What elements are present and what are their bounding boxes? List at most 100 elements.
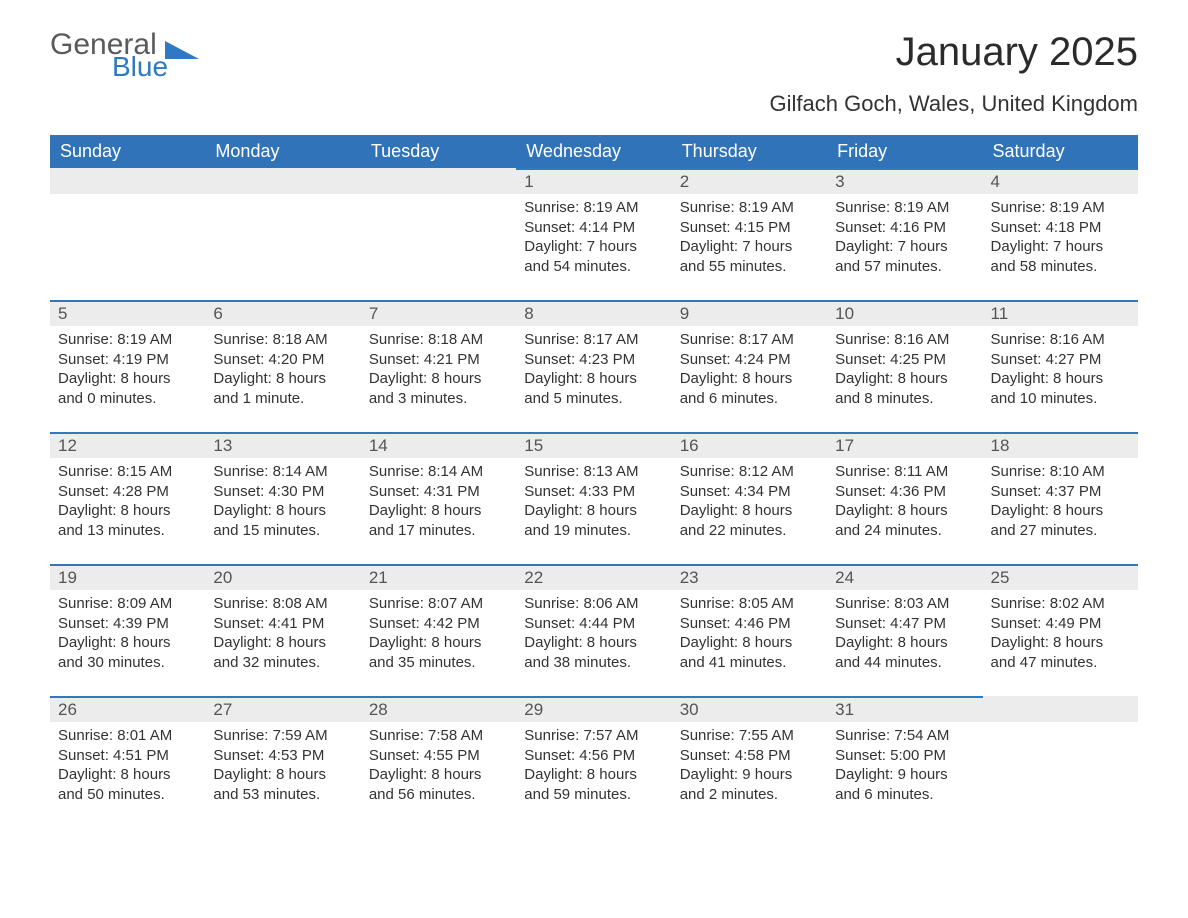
- sunrise-text: Sunrise: 8:01 AM: [58, 726, 197, 746]
- sunrise-text: Sunrise: 8:19 AM: [991, 198, 1130, 218]
- calendar-week-row: 12Sunrise: 8:15 AMSunset: 4:28 PMDayligh…: [50, 432, 1138, 564]
- day-number-bar: 10: [827, 300, 982, 326]
- daylight-line-2: and 59 minutes.: [524, 785, 663, 805]
- day-number-bar: 20: [205, 564, 360, 590]
- calendar-day-cell: 19Sunrise: 8:09 AMSunset: 4:39 PMDayligh…: [50, 564, 205, 696]
- daylight-line-1: Daylight: 8 hours: [680, 633, 819, 653]
- sunrise-text: Sunrise: 8:07 AM: [369, 594, 508, 614]
- daylight-line-1: Daylight: 8 hours: [58, 369, 197, 389]
- logo: General Blue: [50, 30, 199, 81]
- day-number-bar: [983, 696, 1138, 722]
- daylight-line-1: Daylight: 8 hours: [835, 501, 974, 521]
- daylight-line-2: and 22 minutes.: [680, 521, 819, 541]
- daylight-line-1: Daylight: 8 hours: [369, 501, 508, 521]
- calendar-day-cell: 7Sunrise: 8:18 AMSunset: 4:21 PMDaylight…: [361, 300, 516, 432]
- day-details: Sunrise: 8:11 AMSunset: 4:36 PMDaylight:…: [827, 458, 982, 548]
- day-number-bar: 2: [672, 168, 827, 194]
- calendar-table: SundayMondayTuesdayWednesdayThursdayFrid…: [50, 135, 1138, 828]
- day-number-bar: 8: [516, 300, 671, 326]
- sunset-text: Sunset: 4:34 PM: [680, 482, 819, 502]
- day-details: Sunrise: 8:19 AMSunset: 4:15 PMDaylight:…: [672, 194, 827, 284]
- daylight-line-2: and 30 minutes.: [58, 653, 197, 673]
- sunset-text: Sunset: 4:18 PM: [991, 218, 1130, 238]
- daylight-line-2: and 56 minutes.: [369, 785, 508, 805]
- daylight-line-2: and 6 minutes.: [835, 785, 974, 805]
- daylight-line-2: and 32 minutes.: [213, 653, 352, 673]
- calendar-day-cell: 28Sunrise: 7:58 AMSunset: 4:55 PMDayligh…: [361, 696, 516, 828]
- sunrise-text: Sunrise: 8:19 AM: [524, 198, 663, 218]
- day-number-bar: 24: [827, 564, 982, 590]
- sunset-text: Sunset: 4:25 PM: [835, 350, 974, 370]
- day-number-bar: 6: [205, 300, 360, 326]
- calendar-day-cell: 15Sunrise: 8:13 AMSunset: 4:33 PMDayligh…: [516, 432, 671, 564]
- daylight-line-1: Daylight: 8 hours: [369, 633, 508, 653]
- calendar-day-cell: 23Sunrise: 8:05 AMSunset: 4:46 PMDayligh…: [672, 564, 827, 696]
- day-number-bar: 30: [672, 696, 827, 722]
- sunset-text: Sunset: 4:33 PM: [524, 482, 663, 502]
- day-details: Sunrise: 8:17 AMSunset: 4:24 PMDaylight:…: [672, 326, 827, 416]
- daylight-line-2: and 24 minutes.: [835, 521, 974, 541]
- weekday-header-row: SundayMondayTuesdayWednesdayThursdayFrid…: [50, 135, 1138, 168]
- daylight-line-1: Daylight: 7 hours: [524, 237, 663, 257]
- calendar-week-row: 26Sunrise: 8:01 AMSunset: 4:51 PMDayligh…: [50, 696, 1138, 828]
- sunrise-text: Sunrise: 8:19 AM: [835, 198, 974, 218]
- daylight-line-2: and 8 minutes.: [835, 389, 974, 409]
- daylight-line-2: and 2 minutes.: [680, 785, 819, 805]
- calendar-day-cell: 9Sunrise: 8:17 AMSunset: 4:24 PMDaylight…: [672, 300, 827, 432]
- calendar-day-cell: 8Sunrise: 8:17 AMSunset: 4:23 PMDaylight…: [516, 300, 671, 432]
- day-number-bar: 31: [827, 696, 982, 722]
- day-details: Sunrise: 7:59 AMSunset: 4:53 PMDaylight:…: [205, 722, 360, 812]
- sunrise-text: Sunrise: 8:05 AM: [680, 594, 819, 614]
- sunrise-text: Sunrise: 8:08 AM: [213, 594, 352, 614]
- sunrise-text: Sunrise: 8:17 AM: [524, 330, 663, 350]
- day-number-bar: 5: [50, 300, 205, 326]
- daylight-line-2: and 38 minutes.: [524, 653, 663, 673]
- sunset-text: Sunset: 4:55 PM: [369, 746, 508, 766]
- day-number-bar: 11: [983, 300, 1138, 326]
- calendar-day-cell: 10Sunrise: 8:16 AMSunset: 4:25 PMDayligh…: [827, 300, 982, 432]
- day-number-bar: 12: [50, 432, 205, 458]
- day-number-bar: [50, 168, 205, 194]
- sunset-text: Sunset: 4:14 PM: [524, 218, 663, 238]
- day-details: Sunrise: 7:58 AMSunset: 4:55 PMDaylight:…: [361, 722, 516, 812]
- day-number-bar: 22: [516, 564, 671, 590]
- calendar-week-row: 5Sunrise: 8:19 AMSunset: 4:19 PMDaylight…: [50, 300, 1138, 432]
- document-header: General Blue January 2025 Gilfach Goch, …: [50, 30, 1138, 117]
- sunset-text: Sunset: 4:49 PM: [991, 614, 1130, 634]
- daylight-line-2: and 3 minutes.: [369, 389, 508, 409]
- calendar-day-cell: 4Sunrise: 8:19 AMSunset: 4:18 PMDaylight…: [983, 168, 1138, 300]
- day-number-bar: 25: [983, 564, 1138, 590]
- calendar-day-cell: 3Sunrise: 8:19 AMSunset: 4:16 PMDaylight…: [827, 168, 982, 300]
- sunset-text: Sunset: 4:37 PM: [991, 482, 1130, 502]
- daylight-line-1: Daylight: 8 hours: [524, 501, 663, 521]
- daylight-line-2: and 5 minutes.: [524, 389, 663, 409]
- day-details: Sunrise: 8:14 AMSunset: 4:30 PMDaylight:…: [205, 458, 360, 548]
- day-details: Sunrise: 8:06 AMSunset: 4:44 PMDaylight:…: [516, 590, 671, 680]
- sunrise-text: Sunrise: 8:03 AM: [835, 594, 974, 614]
- sunrise-text: Sunrise: 8:15 AM: [58, 462, 197, 482]
- calendar-day-cell: 31Sunrise: 7:54 AMSunset: 5:00 PMDayligh…: [827, 696, 982, 828]
- sunset-text: Sunset: 4:44 PM: [524, 614, 663, 634]
- daylight-line-1: Daylight: 8 hours: [213, 369, 352, 389]
- calendar-day-cell: 11Sunrise: 8:16 AMSunset: 4:27 PMDayligh…: [983, 300, 1138, 432]
- sunset-text: Sunset: 4:36 PM: [835, 482, 974, 502]
- day-number-bar: 21: [361, 564, 516, 590]
- day-details: Sunrise: 8:19 AMSunset: 4:16 PMDaylight:…: [827, 194, 982, 284]
- daylight-line-2: and 47 minutes.: [991, 653, 1130, 673]
- calendar-day-cell: 16Sunrise: 8:12 AMSunset: 4:34 PMDayligh…: [672, 432, 827, 564]
- sunset-text: Sunset: 4:53 PM: [213, 746, 352, 766]
- calendar-day-cell: 27Sunrise: 7:59 AMSunset: 4:53 PMDayligh…: [205, 696, 360, 828]
- daylight-line-1: Daylight: 9 hours: [835, 765, 974, 785]
- daylight-line-2: and 53 minutes.: [213, 785, 352, 805]
- sunset-text: Sunset: 4:24 PM: [680, 350, 819, 370]
- day-details: Sunrise: 8:07 AMSunset: 4:42 PMDaylight:…: [361, 590, 516, 680]
- sunrise-text: Sunrise: 8:12 AM: [680, 462, 819, 482]
- daylight-line-2: and 15 minutes.: [213, 521, 352, 541]
- daylight-line-1: Daylight: 9 hours: [680, 765, 819, 785]
- sunrise-text: Sunrise: 7:54 AM: [835, 726, 974, 746]
- day-details: Sunrise: 8:19 AMSunset: 4:19 PMDaylight:…: [50, 326, 205, 416]
- day-details: Sunrise: 8:18 AMSunset: 4:21 PMDaylight:…: [361, 326, 516, 416]
- sunset-text: Sunset: 4:23 PM: [524, 350, 663, 370]
- weekday-header: Wednesday: [516, 135, 671, 168]
- daylight-line-1: Daylight: 8 hours: [835, 633, 974, 653]
